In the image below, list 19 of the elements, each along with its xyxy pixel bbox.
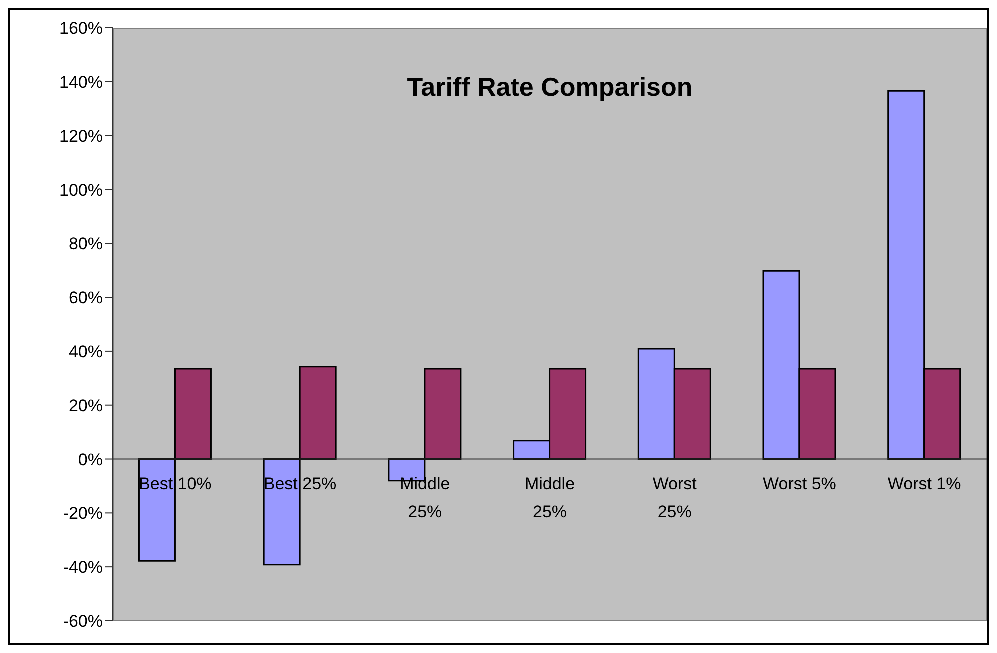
x-tick-label: Best 25% xyxy=(264,474,337,494)
x-tick-label: Worst 25% xyxy=(652,474,698,522)
y-tick-label: 0% xyxy=(78,450,103,470)
text: Tariff Rate Comparison xyxy=(406,72,694,103)
y-tick-label: 80% xyxy=(68,234,103,254)
y-tick-label: -20% xyxy=(63,504,103,524)
x-tick-label: Middle 25% xyxy=(524,474,576,522)
y-tick-label: 40% xyxy=(68,342,103,362)
y-tick-label: 60% xyxy=(68,288,103,308)
y-tick-label: -60% xyxy=(63,612,103,632)
x-tick-label: Worst 1% xyxy=(888,474,962,494)
y-tick-label: 100% xyxy=(60,180,103,200)
x-tick-label: Best 10% xyxy=(139,474,212,494)
y-tick-label: 160% xyxy=(60,19,103,38)
y-tick-label: 20% xyxy=(68,396,103,416)
y-tick-label: 140% xyxy=(60,72,103,92)
x-tick-label: Worst 5% xyxy=(763,474,836,494)
y-tick-label: -40% xyxy=(63,558,103,578)
y-tick-label: 120% xyxy=(60,126,103,146)
